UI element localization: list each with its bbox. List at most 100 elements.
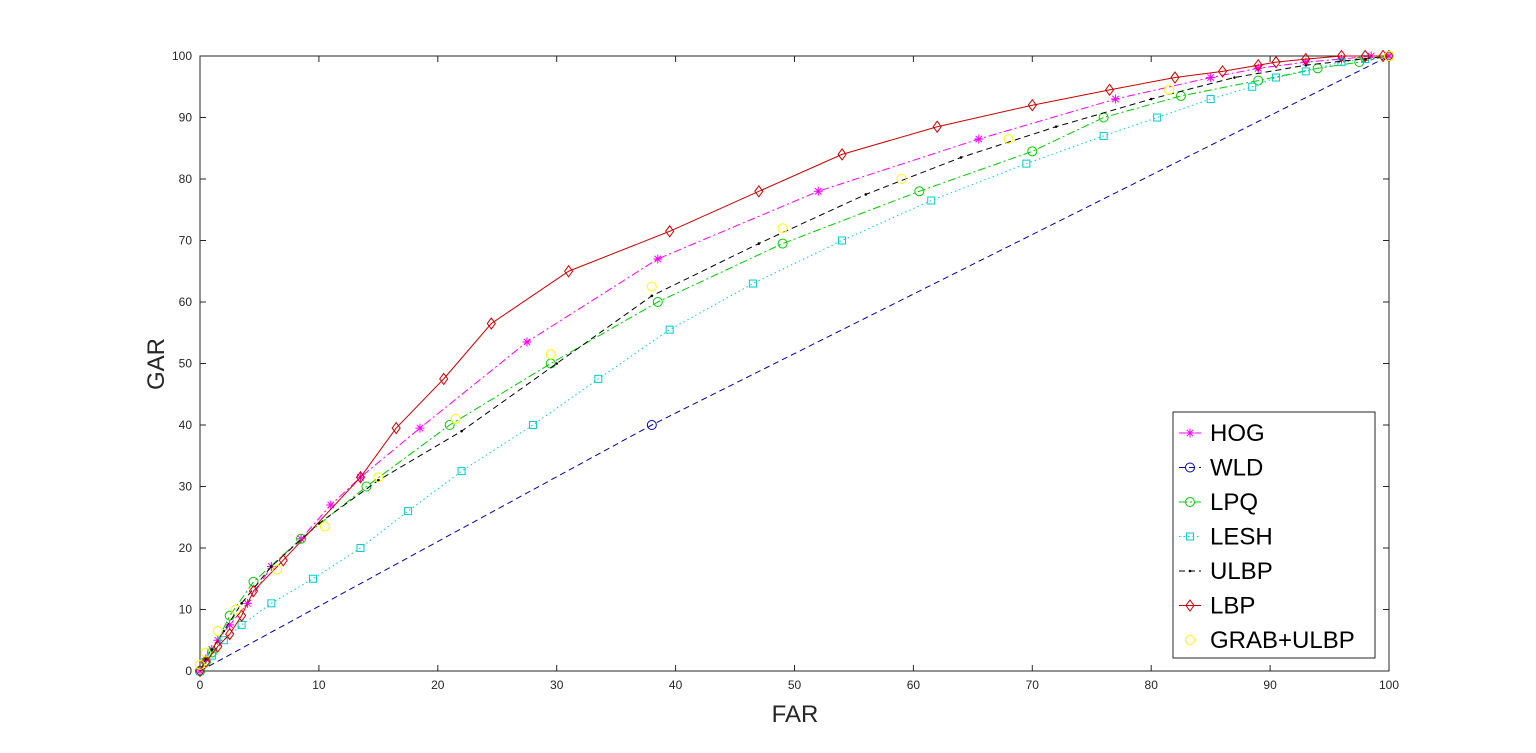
y-tick-label: 80 bbox=[179, 172, 193, 186]
legend-item-hog: HOG bbox=[1179, 420, 1265, 447]
series-ulbp bbox=[199, 55, 1390, 672]
legend-marker bbox=[1185, 599, 1195, 612]
data-point-grab-ulbp bbox=[319, 521, 330, 532]
data-point-hog bbox=[522, 337, 532, 347]
data-point-lpq bbox=[361, 481, 372, 492]
x-tick-label: 90 bbox=[1263, 678, 1277, 692]
axis-ticks: 0 10 20 30 40 50 60 70 80 90 100 0 10 20 30 40 50 60 70 80 9… bbox=[172, 49, 1399, 692]
legend-marker bbox=[1185, 497, 1195, 507]
data-point-lbp bbox=[1271, 55, 1281, 69]
y-tick-label: 20 bbox=[179, 541, 193, 555]
x-tick-label: 30 bbox=[550, 678, 564, 692]
data-point-lesh bbox=[267, 599, 276, 608]
legend: HOG WLD LPQ LESH ULBP LBP GRAB+ULBP bbox=[1172, 411, 1376, 659]
legend-label: ULBP bbox=[1210, 558, 1273, 585]
y-tick-label: 0 bbox=[185, 664, 192, 678]
data-point-ulbp bbox=[270, 565, 273, 568]
data-point-hog bbox=[225, 620, 235, 630]
data-point-lbp bbox=[225, 627, 235, 641]
data-point-hog bbox=[653, 254, 663, 264]
data-point-hog bbox=[1253, 63, 1263, 73]
data-point-lesh bbox=[457, 467, 466, 476]
data-point-grab-ulbp bbox=[777, 223, 788, 234]
legend-label: WLD bbox=[1210, 455, 1263, 482]
data-point-lesh bbox=[1022, 159, 1031, 168]
data-point-grab-ulbp bbox=[1003, 134, 1014, 145]
data-point-lbp bbox=[1384, 49, 1394, 63]
x-tick-label: 50 bbox=[788, 678, 802, 692]
data-point-lesh bbox=[1272, 73, 1281, 82]
legend-item-lpq: LPQ bbox=[1179, 489, 1258, 516]
data-point-lesh bbox=[1206, 95, 1215, 104]
x-tick-label: 20 bbox=[431, 678, 445, 692]
data-point-ulbp bbox=[222, 629, 226, 633]
data-point-hog bbox=[1301, 57, 1311, 67]
data-point-lbp bbox=[439, 372, 449, 386]
legend-marker bbox=[1185, 428, 1195, 438]
data-point-ulbp bbox=[1363, 57, 1367, 61]
data-point-lbp bbox=[391, 421, 401, 435]
data-point-lbp bbox=[665, 224, 675, 238]
legend-label: LESH bbox=[1210, 524, 1273, 551]
data-point-lpq bbox=[652, 297, 663, 307]
data-point-lbp bbox=[932, 120, 942, 134]
data-point-lpq bbox=[296, 533, 307, 544]
data-point-grab-ulbp bbox=[1384, 51, 1394, 61]
data-point-hog bbox=[1206, 73, 1216, 83]
data-point-ulbp bbox=[757, 242, 761, 245]
y-axis-label: GAR bbox=[143, 338, 170, 390]
data-point-ulbp bbox=[555, 362, 558, 365]
legend-marker bbox=[1186, 532, 1194, 541]
data-point-lbp bbox=[1027, 98, 1037, 112]
legend-item-ulbp: ULBP bbox=[1179, 558, 1273, 585]
data-point-lesh bbox=[1248, 82, 1257, 91]
data-point-lbp bbox=[1104, 83, 1115, 97]
data-point-grab-ulbp bbox=[272, 564, 283, 575]
data-point-lbp bbox=[837, 148, 847, 161]
data-point-lesh bbox=[927, 196, 936, 205]
data-point-hog bbox=[974, 134, 984, 144]
series-layer bbox=[195, 49, 1394, 678]
data-point-lbp bbox=[248, 584, 259, 598]
legend-label: LBP bbox=[1210, 593, 1255, 620]
data-point-grab-ulbp bbox=[230, 604, 241, 615]
x-tick-label: 80 bbox=[1145, 678, 1159, 692]
series-line-wld bbox=[199, 55, 1390, 672]
data-point-lbp bbox=[1170, 71, 1180, 84]
data-point-lbp bbox=[201, 655, 211, 669]
data-point-lpq bbox=[444, 420, 455, 430]
data-point-lbp bbox=[754, 184, 764, 198]
legend-marker bbox=[1185, 635, 1195, 645]
data-point-lbp bbox=[1336, 49, 1347, 63]
data-point-lpq bbox=[1027, 146, 1038, 157]
data-point-grab-ulbp bbox=[195, 659, 205, 670]
y-tick-label: 10 bbox=[179, 603, 193, 617]
data-point-lesh bbox=[207, 651, 216, 660]
data-point-grab-ulbp bbox=[545, 349, 556, 360]
y-tick-label: 30 bbox=[179, 480, 193, 494]
series-line-lbp bbox=[199, 55, 1389, 672]
data-point-lbp bbox=[1253, 58, 1263, 72]
data-point-ulbp bbox=[1233, 76, 1236, 79]
legend-item-lbp: LBP bbox=[1179, 593, 1255, 620]
data-point-lesh bbox=[1099, 131, 1108, 140]
data-point-lpq bbox=[914, 186, 925, 197]
data-point-lpq bbox=[206, 647, 217, 658]
data-point-lesh bbox=[528, 421, 537, 429]
data-point-grab-ulbp bbox=[450, 413, 461, 424]
data-point-lesh bbox=[748, 279, 757, 288]
y-tick-label: 90 bbox=[179, 111, 193, 125]
legend-marker bbox=[1188, 569, 1192, 573]
data-point-lesh bbox=[1153, 113, 1162, 122]
legend-box bbox=[1172, 411, 1376, 659]
series-line-lpq bbox=[199, 55, 1390, 672]
data-point-lbp bbox=[1301, 52, 1311, 66]
data-point-ulbp bbox=[240, 602, 243, 605]
data-point-ulbp bbox=[650, 294, 654, 298]
data-point-hog bbox=[296, 534, 306, 544]
y-tick-label: 60 bbox=[179, 295, 193, 309]
series-line-lesh bbox=[199, 55, 1390, 672]
data-point-lesh bbox=[219, 636, 228, 645]
data-point-ulbp bbox=[460, 429, 463, 433]
